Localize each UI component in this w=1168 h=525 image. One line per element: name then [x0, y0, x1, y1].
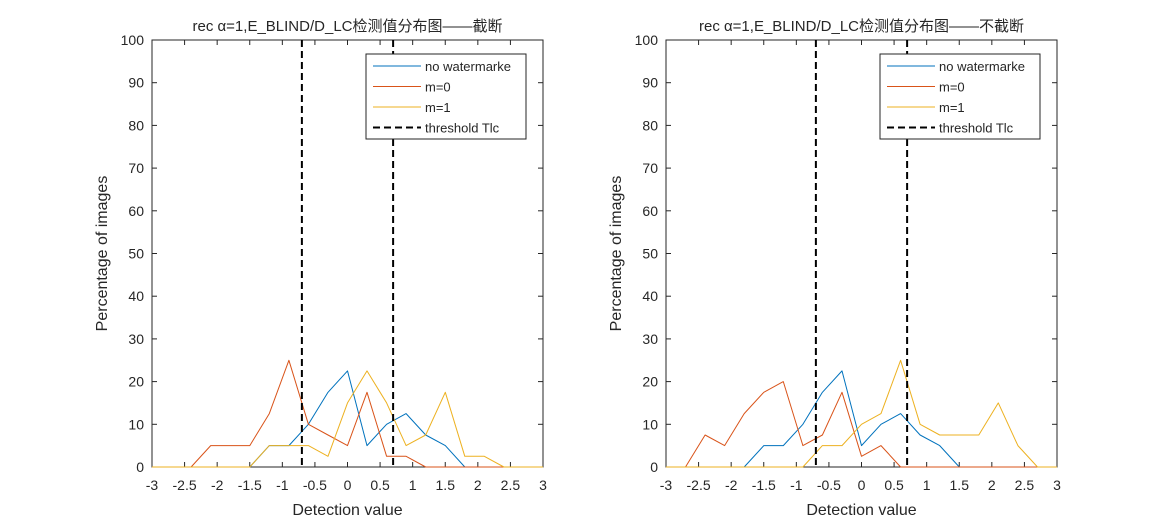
chart-1-y-tick-label: 50 — [128, 246, 144, 262]
chart-2-y-tick-label: 100 — [635, 32, 659, 48]
chart-2-legend-label-threshold-tlc: threshold Tlc — [939, 121, 1014, 136]
chart-1-y-tick-label: 10 — [128, 416, 144, 432]
chart-1-x-tick-label: -1 — [276, 477, 289, 493]
chart-1-legend-label-no-watermarke: no watermarke — [425, 59, 511, 74]
chart-2-y-tick-label: 40 — [642, 288, 658, 304]
chart-2-y-tick-label: 70 — [642, 160, 658, 176]
chart-2-x-tick-label: 3 — [1053, 477, 1061, 493]
chart-2-x-axis-label: Detection value — [806, 502, 916, 519]
chart-1-x-tick-label: -0.5 — [303, 477, 327, 493]
chart-2-legend-label-m-0: m=0 — [939, 80, 965, 95]
chart-2-legend-label-no-watermarke: no watermarke — [939, 59, 1025, 74]
chart-1-x-tick-label: 3 — [539, 477, 547, 493]
chart-2-y-tick-label: 30 — [642, 331, 658, 347]
chart-1-x-tick-label: -1.5 — [238, 477, 262, 493]
chart-1-y-tick-label: 0 — [136, 459, 144, 475]
chart-1-legend-label-m-1: m=1 — [425, 100, 451, 115]
chart-1-y-tick-label: 60 — [128, 203, 144, 219]
chart-1-x-tick-label: 2 — [474, 477, 482, 493]
chart-2-y-tick-label: 0 — [650, 459, 658, 475]
chart-2-x-tick-label: 1 — [923, 477, 931, 493]
chart-2-x-tick-label: -2 — [725, 477, 738, 493]
chart-2-x-tick-label: -3 — [660, 477, 673, 493]
chart-2-legend-label-m-1: m=1 — [939, 100, 965, 115]
chart-2-title: rec α=1,E_BLIND/D_LC检测值分布图——不截断 — [699, 18, 1024, 35]
chart-2-y-tick-label: 10 — [642, 416, 658, 432]
chart-2-legend: no watermarke m=0 m=1 threshold Tlc — [879, 53, 1041, 140]
chart-1-legend-label-m-0: m=0 — [425, 80, 451, 95]
chart-2-x-tick-label: 1.5 — [950, 477, 970, 493]
chart-2-series-no-watermarke-line — [666, 370, 1057, 468]
chart-1-y-tick-label: 30 — [128, 331, 144, 347]
chart-2-x-tick-label: -2.5 — [687, 477, 711, 493]
chart-2-x-tick-label: -0.5 — [817, 477, 841, 493]
chart-1-x-tick-label: -2.5 — [173, 477, 197, 493]
chart-2-x-tick-label: -1 — [790, 477, 803, 493]
chart-1-x-tick-label: 2.5 — [501, 477, 521, 493]
chart-1-title: rec α=1,E_BLIND/D_LC检测值分布图——截断 — [193, 18, 503, 35]
chart-1-x-tick-label: 0.5 — [370, 477, 390, 493]
chart-1-x-tick-label: -3 — [146, 477, 159, 493]
chart-1-x-tick-label: 1 — [409, 477, 417, 493]
chart-2-x-tick-label: 2 — [988, 477, 996, 493]
chart-1-y-tick-label: 20 — [128, 374, 144, 390]
chart-1: -3 -2.5 -2 -1.5 -1 -0.5 0 0.5 1 1.5 2 2.5 3010203040… — [94, 18, 547, 519]
chart-2-y-tick-label: 80 — [642, 117, 658, 133]
chart-1-x-axis-label: Detection value — [292, 502, 402, 519]
chart-2-series-m-0-line — [666, 381, 1057, 468]
chart-1-y-tick-label: 90 — [128, 75, 144, 91]
chart-2-series-m-1-line — [666, 359, 1057, 468]
chart-1-series-m-1-line — [152, 370, 543, 468]
chart-1-series-no-watermarke-line — [152, 370, 543, 468]
chart-1-y-axis-label: Percentage of images — [94, 176, 111, 332]
chart-2-y-tick-label: 50 — [642, 246, 658, 262]
chart-2-y-tick-label: 60 — [642, 203, 658, 219]
chart-1-y-tick-label: 70 — [128, 160, 144, 176]
chart-2-legend-box — [879, 53, 1041, 140]
chart-1-y-tick-label: 80 — [128, 117, 144, 133]
chart-1-y-tick-label: 100 — [121, 32, 145, 48]
chart-1-series-m-0-line — [152, 359, 543, 468]
chart-2-x-tick-label: 0 — [858, 477, 866, 493]
chart-1-x-tick-label: 0 — [344, 477, 352, 493]
chart-2: -3 -2.5 -2 -1.5 -1 -0.5 0 0.5 1 1.5 2 2.5 3010203040… — [608, 18, 1061, 519]
chart-2-x-tick-label: 0.5 — [884, 477, 904, 493]
chart-2-x-tick-label: -1.5 — [752, 477, 776, 493]
chart-1-legend: no watermarke m=0 m=1 threshold Tlc — [365, 53, 527, 140]
chart-1-x-tick-label: -2 — [211, 477, 224, 493]
chart-2-y-tick-label: 90 — [642, 75, 658, 91]
chart-1-legend-label-threshold-tlc: threshold Tlc — [425, 121, 500, 136]
chart-2-x-tick-label: 2.5 — [1015, 477, 1035, 493]
chart-1-y-tick-label: 40 — [128, 288, 144, 304]
chart-2-y-axis-label: Percentage of images — [608, 176, 625, 332]
chart-1-x-tick-label: 1.5 — [436, 477, 456, 493]
chart-2-y-tick-label: 20 — [642, 374, 658, 390]
chart-1-legend-box — [365, 53, 527, 140]
